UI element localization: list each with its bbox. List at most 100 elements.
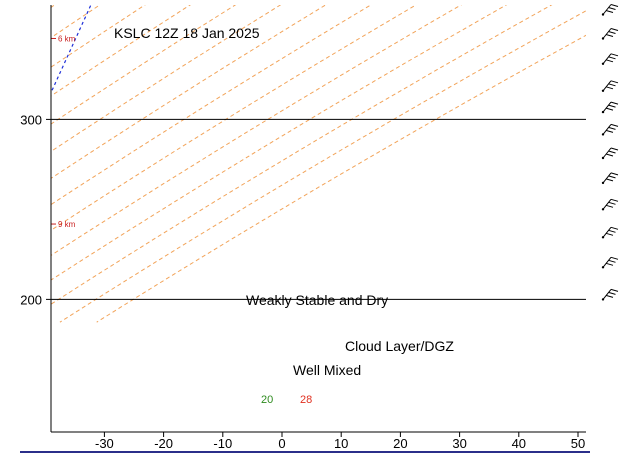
- temperature-line: [0, 0, 269, 299]
- dry-adiabat: [51, 5, 462, 257]
- stable-annotation: Weakly Stable and Dry: [246, 292, 388, 308]
- temperature-tick-label: -10: [213, 436, 232, 451]
- temperature-tick-label: 0: [278, 436, 285, 451]
- wind-barb-dot: [601, 89, 605, 92]
- wind-barb-flag: [608, 56, 616, 60]
- wind-barb-flag: [608, 83, 616, 87]
- isotherm-line: [0, 0, 173, 322]
- temperature-ticks: -30 -20 -10 0 10 20 30 40 50: [95, 432, 585, 451]
- isotherm-line: [51, 5, 92, 95]
- cloud-annotation: Cloud Layer/DGZ: [345, 338, 454, 354]
- wind-barb-flag: [610, 288, 619, 292]
- wind-barb-flag: [605, 178, 614, 182]
- wind-barb-dot: [601, 298, 605, 301]
- dry-adiabat: [51, 5, 237, 125]
- dry-adiabat: [51, 5, 372, 206]
- wind-barb: [601, 288, 619, 301]
- wind-barb-shaft: [602, 226, 612, 238]
- wind-barb: [601, 172, 619, 185]
- dry-adiabat: [51, 5, 327, 179]
- wind-barb-dot: [601, 266, 605, 269]
- wind-barb-shaft: [602, 198, 612, 210]
- dry-adiabat: [0, 0, 640, 322]
- wind-barb-dot: [601, 110, 605, 114]
- wind-barb-flag: [605, 294, 614, 298]
- wind-barb: [601, 198, 619, 211]
- wind-barb: [601, 256, 619, 269]
- wind-barb-shaft: [602, 53, 612, 65]
- wind-barb-dot: [601, 13, 605, 16]
- wind-barb-dot: [601, 208, 605, 211]
- background-lines: [0, 0, 640, 323]
- wind-barb-flag: [610, 53, 619, 57]
- dry-adiabat: [51, 5, 508, 281]
- height-label: 9 km: [58, 220, 76, 229]
- wind-barb-flag: [605, 59, 614, 63]
- pressure-labels: 2003005007008501000: [20, 112, 51, 307]
- dry-adiabat: [0, 0, 476, 322]
- wind-barb-flag: [605, 204, 614, 208]
- wind-barb-flag: [610, 4, 619, 7]
- temperature-tick-label: -30: [95, 436, 114, 451]
- wind-barb-shaft: [602, 101, 612, 113]
- wind-barb: [601, 80, 619, 92]
- dry-adiabat: [51, 5, 282, 153]
- wind-barb-dot: [601, 62, 605, 65]
- dry-adiabat: [0, 0, 536, 322]
- wind-barb-flag: [608, 175, 616, 179]
- dry-adiabat: [51, 5, 101, 39]
- wind-barb-flag: [610, 80, 619, 84]
- wind-barbs: [601, 4, 619, 301]
- wind-barb: [601, 101, 619, 114]
- wind-barb-shaft: [602, 147, 612, 159]
- temperature-tick-label: 20: [393, 436, 407, 451]
- wind-barb-flag: [608, 126, 616, 130]
- temperature-tick-label: 50: [571, 436, 585, 451]
- wind-barb-flag: [610, 123, 619, 127]
- surface-temperature-label: 28: [300, 394, 312, 406]
- dry-adiabat: [0, 0, 296, 322]
- wind-barb-flag: [605, 107, 614, 111]
- wind-barb-shaft: [602, 28, 612, 39]
- wind-barb-shaft: [602, 124, 612, 135]
- height-label: 6 km: [58, 34, 76, 43]
- wind-barb-flag: [608, 291, 616, 295]
- wind-barb-dot: [601, 37, 605, 40]
- dry-adiabat: [0, 0, 596, 322]
- wind-barb-shaft: [602, 4, 612, 15]
- dry-adiabat: [0, 0, 640, 322]
- wind-barb-flag: [608, 104, 616, 108]
- mixed-annotation: Well Mixed: [293, 362, 361, 378]
- wind-barb-flag: [610, 147, 619, 151]
- wind-barb-flag: [605, 153, 614, 157]
- wind-barb: [601, 28, 619, 40]
- dry-adiabat: [51, 5, 146, 68]
- dry-adiabat: [96, 34, 586, 323]
- temperature-tick-label: -20: [154, 436, 173, 451]
- dry-adiabat: [51, 5, 56, 9]
- wind-barb-shaft: [602, 172, 612, 184]
- wind-barb-dot: [601, 181, 605, 185]
- wind-barb-flag: [610, 172, 619, 176]
- wind-barb-flag: [605, 262, 614, 266]
- dry-adiabat: [0, 0, 176, 322]
- wind-barb-flag: [608, 31, 616, 34]
- wind-barb-flag: [605, 129, 614, 133]
- wind-barb: [601, 123, 619, 136]
- temperature-tick-label: 10: [334, 436, 348, 451]
- wind-barb-shaft: [602, 289, 612, 300]
- pressure-label: 200: [20, 292, 42, 307]
- dewpoint-line: [0, 0, 207, 299]
- wind-barb-flag: [608, 229, 616, 233]
- wind-barb-flag: [605, 86, 614, 90]
- wind-barb: [601, 4, 619, 16]
- dry-adiabat: [59, 10, 586, 323]
- wind-barb-flag: [610, 256, 619, 260]
- wind-barb-flag: [610, 101, 619, 105]
- wind-barb: [601, 147, 619, 160]
- dry-adiabat: [0, 0, 416, 322]
- wind-barb-flag: [610, 198, 619, 202]
- wind-barb: [601, 53, 619, 65]
- wind-barb-flag: [608, 7, 616, 10]
